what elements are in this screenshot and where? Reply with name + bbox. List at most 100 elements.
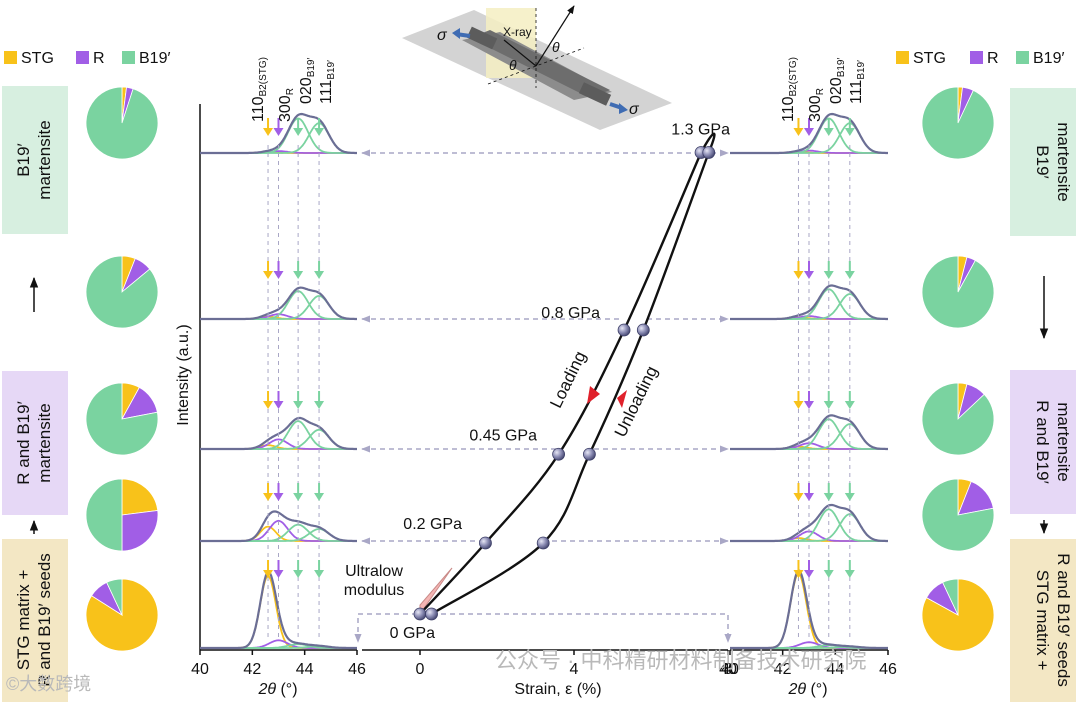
strain-tick-label-8: 8 (724, 661, 733, 678)
xrd-right-xlabel: 2θ (°) (787, 681, 827, 698)
peak-labels-left: 110B2(STG) 300R 020B19′ 111B19′ (250, 57, 337, 122)
xrd-right-row-4-b020-arrow-head (823, 570, 834, 578)
stress-label-3: 0.2 GPa (403, 516, 462, 533)
xrd-left-row-0-r-arrow-head (273, 128, 284, 136)
inset-specimen (470, 30, 610, 98)
left-box-b19: B19′ martensite (2, 86, 68, 234)
pie-right-2-slice-b19 (921, 382, 995, 456)
xrd-left-row-1-stg-arrow-head (263, 271, 274, 279)
ss-point-loading-2 (552, 447, 565, 461)
peak-label-110: 110B2(STG) (250, 57, 269, 122)
inset-theta-label-right: θ (552, 39, 560, 55)
stress-label-1: 0.8 GPa (541, 305, 600, 322)
legend-label-b19: B19′ (1033, 50, 1064, 67)
xrd-left-row-0-b020-arrow-head (293, 128, 304, 136)
right-box-rb19-line2: martensite (1054, 402, 1073, 481)
xrd-right-ticks: 40 42 44 46 (721, 650, 897, 678)
pie-left-0-slice-b19 (85, 86, 159, 160)
inset-specimen-grip-left (466, 26, 498, 50)
peak-label-020: 020B19′ (298, 58, 317, 104)
stress-label-0: 1.3 GPa (671, 122, 730, 139)
legend-swatch-stg (4, 51, 17, 64)
xrd-left-ticks: 40 42 44 46 (191, 650, 366, 678)
stress-label-2: 0.45 GPa (469, 427, 537, 444)
legend-swatch-b19 (1016, 51, 1029, 64)
ss-point-unloading-3 (536, 536, 550, 550)
xrd-left-row-4-b020-arrow-head (293, 570, 304, 578)
stress-connectors (354, 149, 732, 643)
right-box-b19-line2: martensite (1054, 122, 1073, 201)
xray-inset: X-ray θ θ σ σ (402, 5, 672, 130)
xrd-right-tick-label-44: 44 (826, 661, 844, 678)
peak-label-111: 111B19′ (848, 60, 867, 104)
stress-strain-plot: 0 4 840 Strain, ε (%) Ultralow modulus 1.3… (344, 122, 737, 699)
loading-direction-arrow (587, 386, 600, 404)
xrd-left-row-1-r-arrow-head (273, 271, 284, 279)
xrd-left-row-2-stg-arrow-head (263, 401, 274, 409)
inset-incident-ray (503, 39, 537, 67)
ss-points (413, 146, 716, 621)
phase-pies-left (85, 86, 159, 652)
watermark: 公众号 · 中科精研材料制备技术研究院 ©大数跨境 (6, 648, 867, 694)
pie-right-0-slice-b19 (921, 86, 995, 160)
xlabel-unit: (°) (276, 681, 298, 698)
left-box-b19-line1: B19′ (14, 143, 33, 176)
pie-left-1-slice-b19 (85, 255, 159, 329)
ss-point-unloading-0 (702, 146, 716, 159)
xrd-right-tick-label-42: 42 (774, 661, 792, 678)
ss-point-loading-3 (617, 323, 631, 337)
inset-diffracted-ray (535, 5, 575, 67)
ss-point-loading-0 (413, 607, 427, 621)
xrd-right-row-3-r-arrow-head (804, 493, 814, 501)
unloading-label: Unloading (611, 363, 662, 440)
pie-right-4-slice-b19 (942, 578, 959, 616)
inset-surface-line (487, 47, 585, 85)
xlabel-theta: 2θ (257, 681, 276, 698)
xrd-left-row-3-r-arrow-head (273, 493, 284, 501)
ultralow-label-line2: modulus (344, 582, 404, 599)
ultralow-label-line1: Ultralow (345, 563, 403, 580)
xrd-left-row-4-r-arrow-head (273, 570, 284, 578)
peak-label-020: 020B19′ (828, 58, 847, 104)
connector-0-right (432, 613, 732, 643)
strain-tick-label-4: 4 (570, 661, 579, 678)
unloading-direction-arrow (617, 390, 627, 408)
pie-left-3-slice-stg (121, 478, 159, 516)
xrd-right-tick-label-40: 40 (721, 661, 739, 678)
pie-left-3-slice-r (121, 510, 159, 552)
legend-label-b19: B19′ (139, 50, 170, 67)
legend-label-r: R (987, 50, 999, 67)
ss-curve-loading (419, 152, 703, 615)
left-box-b19-line2: martensite (35, 120, 54, 199)
left-box-stg-line2: R and B19′ seeds (35, 553, 54, 687)
ss-point-unloading-2 (583, 447, 596, 461)
xrd-right-row-2-tot-curve (730, 414, 888, 451)
left-box-rb19: R and B19′ martensite (2, 371, 68, 515)
phase-pies-right (921, 86, 995, 652)
left-box-stg: STG matrix + R and B19′ seeds (2, 539, 68, 702)
xrd-left-row-0-stg-arrow-head (263, 128, 274, 136)
legend-swatch-stg (896, 51, 909, 64)
pie-left-4-slice-b19 (106, 578, 123, 616)
xrd-left-tick-label-40: 40 (191, 661, 209, 678)
right-box-b19: B19′ martensite (1010, 88, 1076, 236)
peak-labels-right: 110B2(STG) 300R 020B19′ 111B19′ (780, 57, 867, 122)
legend-label-r: R (93, 50, 105, 67)
strain-xlabel: Strain, ε (%) (514, 681, 601, 698)
xlabel-unit: (°) (806, 681, 828, 698)
xrd-left-row-4-b111-arrow-head (314, 570, 325, 578)
xrd-right-row-3-b020-arrow-head (823, 493, 834, 501)
strain-tick-label-end: 40 (719, 661, 737, 678)
xrd-left-row-1-tot-curve (200, 286, 357, 321)
legend-swatch-b19 (122, 51, 135, 64)
xrd-right-row-4-stg-arrow-head (793, 570, 804, 578)
right-box-stg-line1: STG matrix + (1033, 570, 1052, 671)
xrd-left-tick-label-46: 46 (348, 661, 366, 678)
right-box-stg: STG matrix + R and B19′ seeds (1010, 539, 1076, 702)
xrd-left-row-3-stg-arrow-head (263, 493, 274, 501)
xrd-left-row-1-b111-arrow-head (314, 271, 325, 279)
xrd-right-guides (793, 118, 855, 640)
peak-label-300: 300R (277, 88, 296, 122)
left-box-rb19-line1: R and B19′ (14, 401, 33, 485)
